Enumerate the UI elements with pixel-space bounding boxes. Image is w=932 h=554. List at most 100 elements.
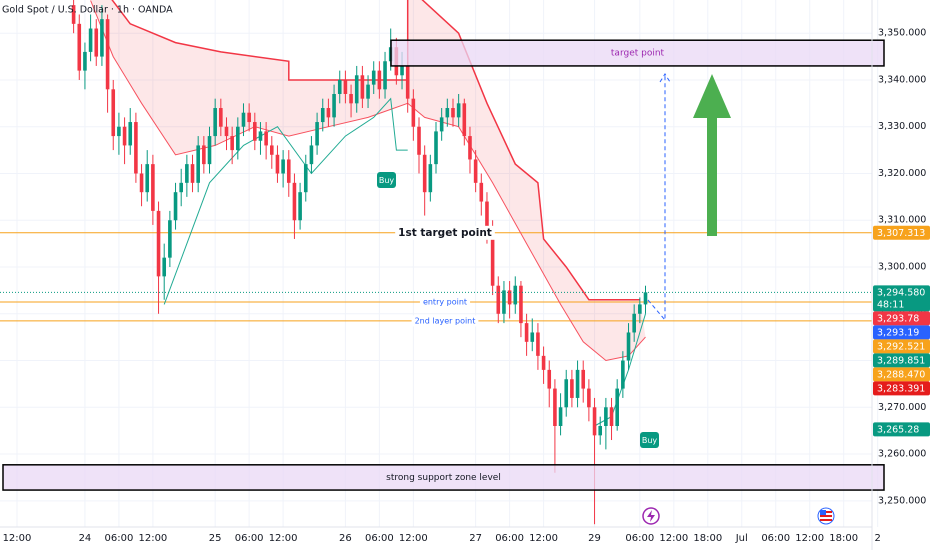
candle-body <box>139 173 144 193</box>
candle-body <box>281 159 285 174</box>
candle-body <box>456 103 461 118</box>
y-tick-label: 3,340.000 <box>878 74 926 85</box>
y-tick-label: 3,320.000 <box>878 168 926 179</box>
buy-label: Buy <box>379 176 395 185</box>
price-tag <box>873 325 930 340</box>
candle-body <box>213 108 217 137</box>
candle-body <box>219 108 223 127</box>
x-tick-label: 12:00 <box>138 533 167 544</box>
candle-body <box>258 131 263 141</box>
price-tag-label: 3,294.580 <box>877 287 925 298</box>
candle-body <box>286 159 291 183</box>
candle-body <box>536 332 540 356</box>
price-tag-countdown: 48:11 <box>877 299 904 310</box>
price-tag <box>873 285 930 312</box>
zone-label: strong support zone level <box>386 473 501 483</box>
candle-body <box>371 70 376 85</box>
candle-body <box>587 388 591 408</box>
x-tick-label: 06:00 <box>495 533 524 544</box>
candle-body <box>264 131 268 146</box>
candle-body <box>445 108 450 118</box>
x-tick-label: 25 <box>209 533 222 544</box>
x-tick-label: 06:00 <box>625 533 654 544</box>
candle-body <box>428 164 433 193</box>
price-tag <box>873 339 930 354</box>
candle-body <box>224 126 229 137</box>
candle-body <box>94 28 99 57</box>
candle-body <box>405 65 410 99</box>
candle-body <box>145 164 150 193</box>
candle-body <box>230 136 234 151</box>
level-label: entry point <box>423 297 467 306</box>
price-tag-label: 3,292.521 <box>877 341 925 352</box>
candle-body <box>236 126 240 151</box>
candle-body <box>162 257 167 277</box>
x-tick-label: 24 <box>79 533 92 544</box>
candle-body <box>400 65 404 76</box>
x-tick-label: 18:00 <box>693 533 722 544</box>
x-tick-label: 18:00 <box>829 533 858 544</box>
price-tag <box>873 225 930 240</box>
candle-body <box>615 388 619 426</box>
level-label-bg <box>419 296 471 308</box>
candle-body <box>485 201 489 230</box>
candle-body <box>468 136 472 160</box>
candle-body <box>604 407 608 426</box>
buy-label: Buy <box>642 436 658 445</box>
candle-body <box>315 122 319 146</box>
price-tag-label: 3,288.470 <box>877 369 925 380</box>
candle-body <box>247 112 251 123</box>
x-tick-label: 26 <box>339 533 352 544</box>
price-tag <box>873 367 930 382</box>
candle-body <box>185 164 189 183</box>
candle-body <box>558 407 563 426</box>
candle-body <box>524 323 529 342</box>
y-tick-label: 3,260.000 <box>878 449 926 460</box>
x-tick-label: 12:00 <box>529 533 558 544</box>
x-tick-label: 06:00 <box>365 533 394 544</box>
candle-body <box>309 145 314 165</box>
candle-body <box>168 220 172 258</box>
candle-body <box>196 145 200 183</box>
candle-body <box>253 122 257 141</box>
chart-title: Gold Spot / U.S. Dollar · 1h · OANDA <box>2 5 173 16</box>
candle-body <box>179 182 183 193</box>
candle-body <box>303 164 308 193</box>
candle-body <box>88 28 93 52</box>
candle-body <box>439 117 444 132</box>
candle-body <box>298 192 302 221</box>
price-tag-label: 3,293.78 <box>877 313 919 324</box>
candle-body <box>134 122 138 174</box>
candle-body <box>422 154 427 193</box>
candle-body <box>581 369 586 389</box>
level-label: 1st target point <box>398 227 492 239</box>
zone-label: target point <box>611 49 665 59</box>
candle-body <box>502 290 506 314</box>
indicator-line <box>163 97 646 427</box>
candle-body <box>349 93 353 104</box>
candle-body <box>332 93 336 118</box>
candle-body <box>417 126 421 155</box>
candle-body <box>292 182 297 221</box>
event-icon-glyph <box>647 510 655 522</box>
candle-body <box>638 304 642 314</box>
price-tag <box>873 311 930 326</box>
y-tick-label: 3,330.000 <box>878 121 926 132</box>
cloud-fill <box>90 0 646 361</box>
candle-body <box>473 159 478 183</box>
y-tick-label: 3,270.000 <box>878 402 926 413</box>
x-tick-label: 29 <box>588 533 601 544</box>
candle-body <box>105 19 110 90</box>
candle-body <box>128 122 133 146</box>
x-tick-label: 12:00 <box>399 533 428 544</box>
candle-body <box>269 145 274 155</box>
level-label-bg <box>411 315 479 327</box>
level-label-bg <box>395 225 495 240</box>
x-tick-label: 12:00 <box>3 533 32 544</box>
projection-path <box>647 73 671 322</box>
candle-body <box>643 292 648 305</box>
candle-body <box>519 285 523 324</box>
candle-body <box>530 332 535 342</box>
candle-body <box>122 126 127 146</box>
